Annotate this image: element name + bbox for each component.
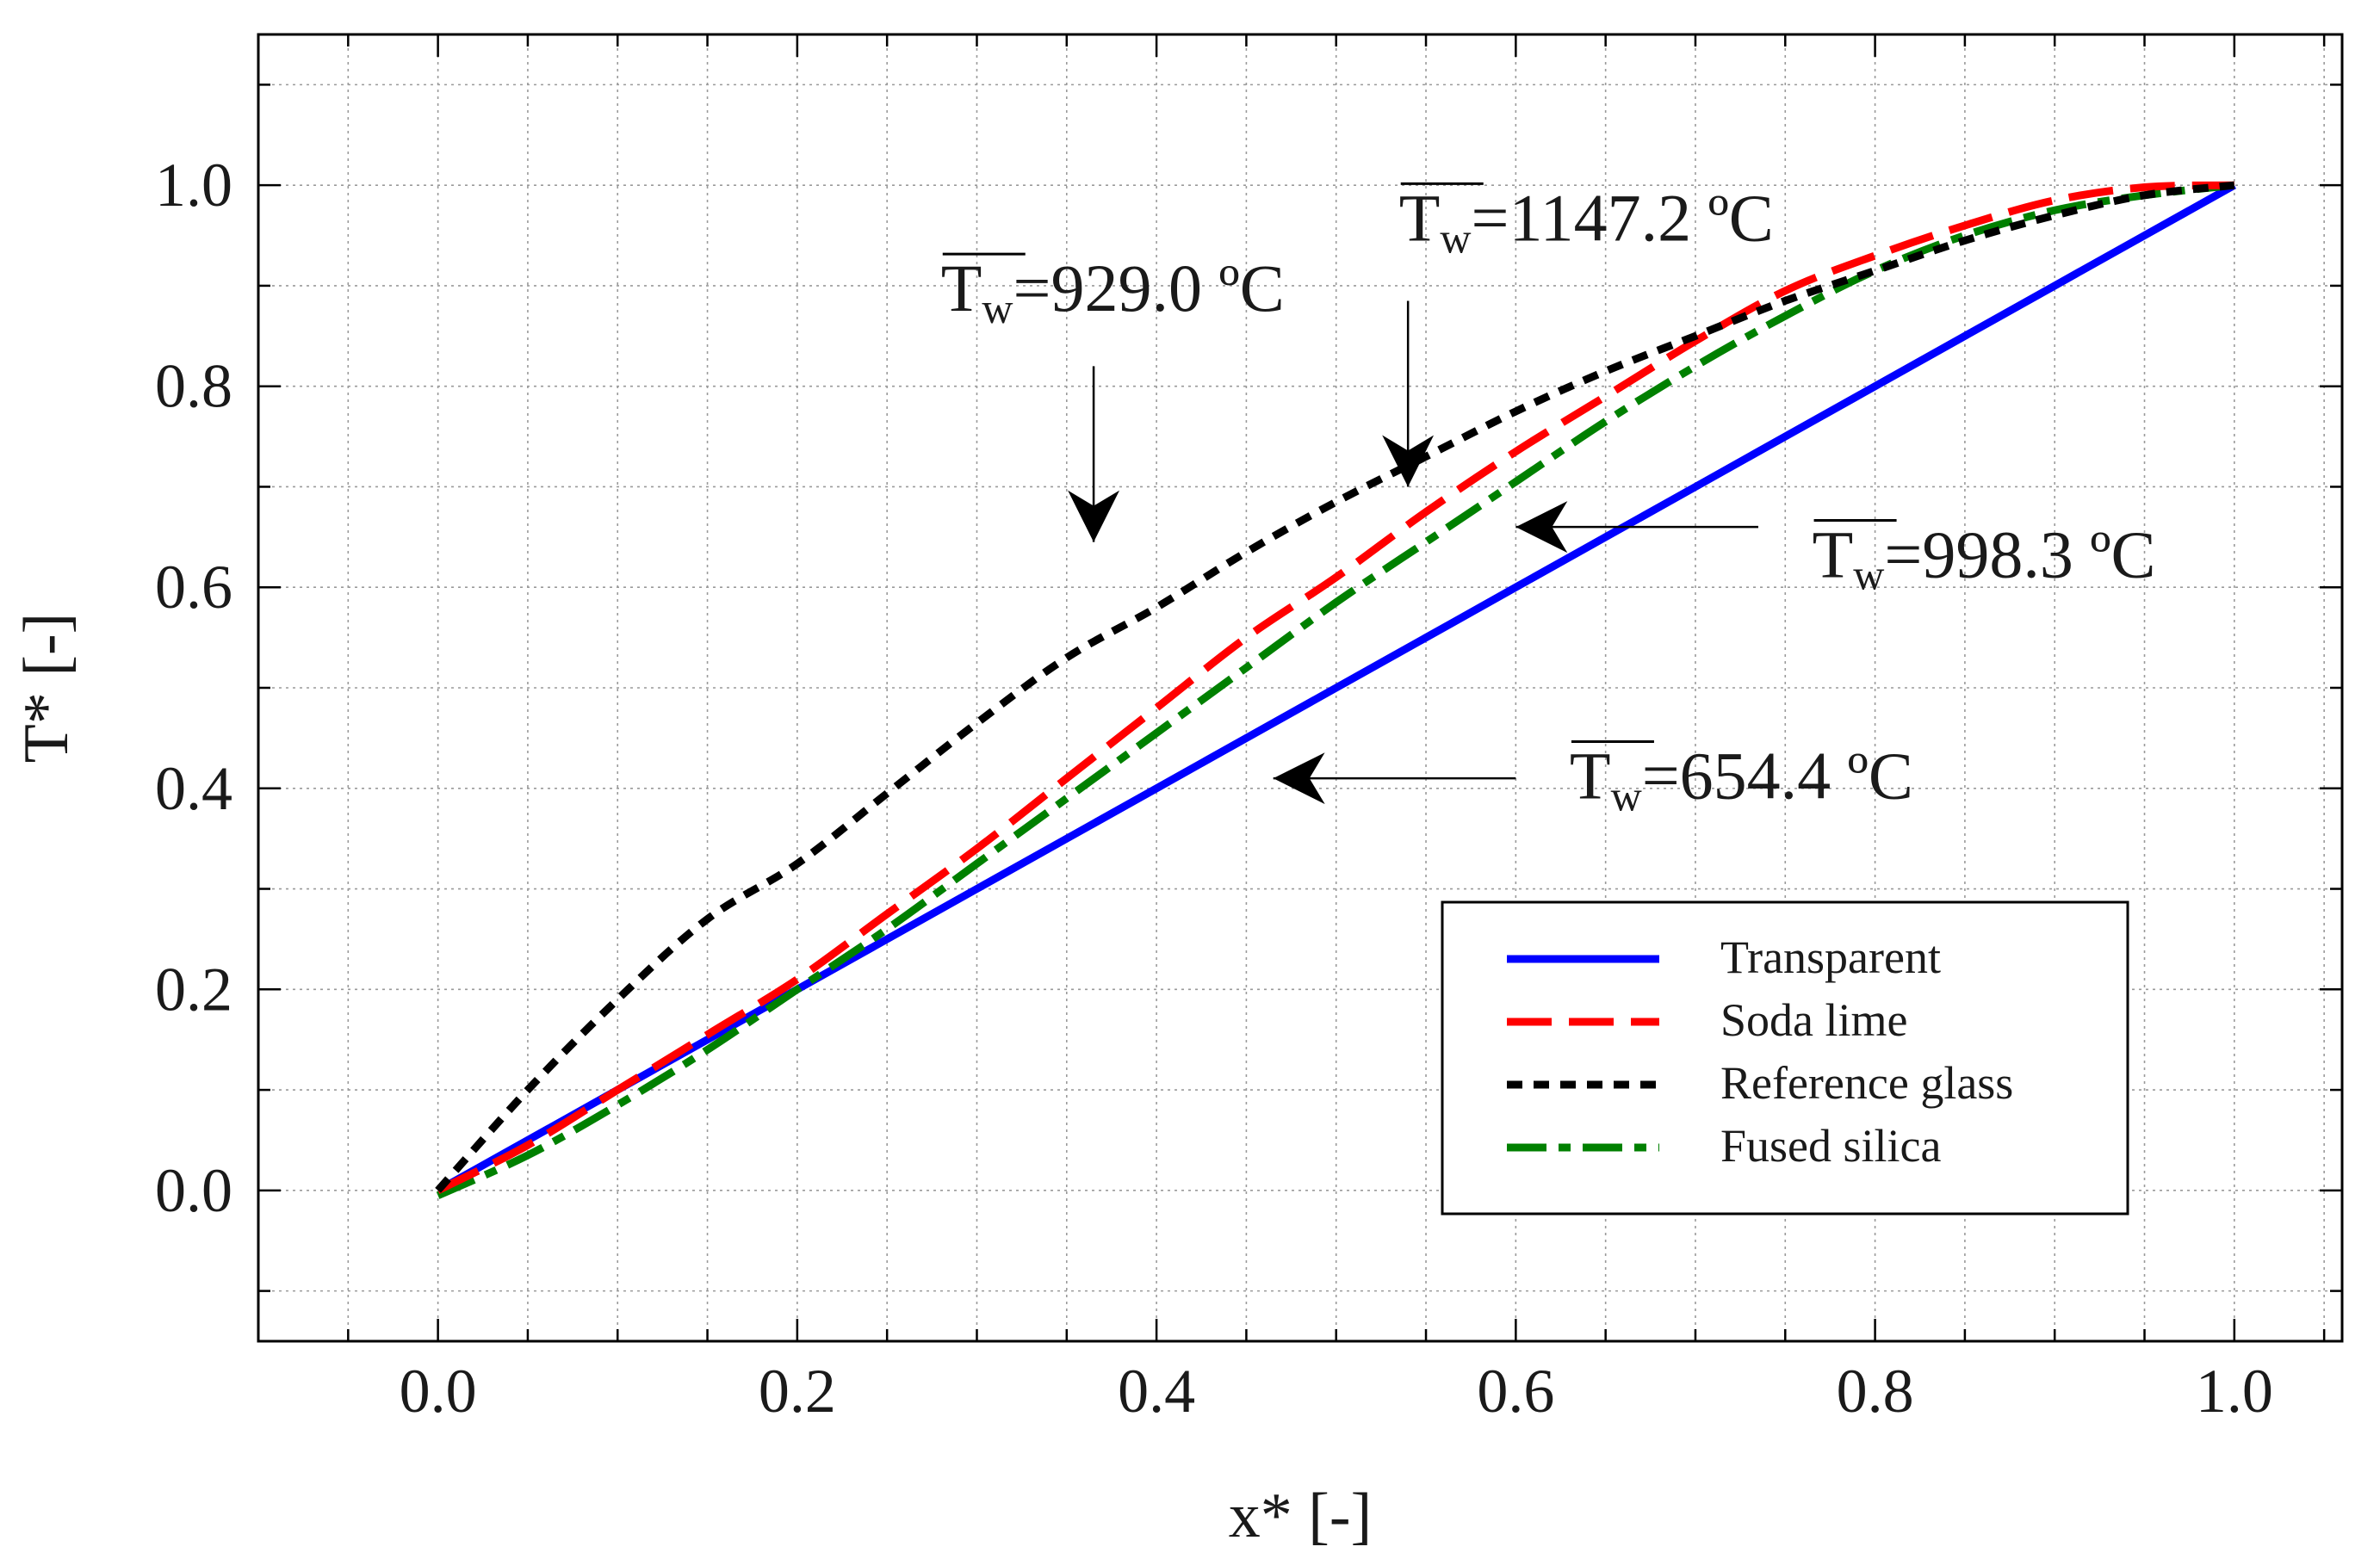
x-tick-label: 1.0 <box>2196 1357 2273 1426</box>
x-tick-label: 0.2 <box>759 1357 836 1426</box>
legend: Transparent Soda lime Reference glass Fused… <box>1441 900 2129 1216</box>
annotation-subscript: w <box>1611 771 1642 820</box>
x-tick-label: 0.6 <box>1477 1357 1554 1426</box>
y-tick-label: 0.8 <box>155 352 232 421</box>
axes: 0.0 0.2 0.4 0.6 0.8 1.0 0.0 0.2 0.4 0.6 0.8 1.0 x* [… <box>11 33 2344 1551</box>
annotation-symbol: T <box>1570 738 1611 813</box>
annotation-subscript: w <box>1853 551 1884 599</box>
series-line-transparent <box>436 182 2236 1194</box>
annotation-label: Tw=929.0 ºC <box>941 251 1285 332</box>
annotation-subscript: w <box>982 284 1013 332</box>
annotation-label: Tw=654.4 ºC <box>1570 738 1913 820</box>
x-axis-title: x* [-] <box>1229 1481 1372 1551</box>
annotation-symbol: T <box>1399 180 1441 255</box>
annotation-subscript: w <box>1440 213 1471 262</box>
annotation-value: =929.0 ºC <box>1013 251 1285 325</box>
annotation-value: =654.4 ºC <box>1642 738 1913 813</box>
annotation-value: =998.3 ºC <box>1884 517 2155 592</box>
y-tick-label: 0.2 <box>155 955 232 1024</box>
y-tick-label: 0.0 <box>155 1156 232 1225</box>
annotation-symbol: T <box>941 251 982 325</box>
annotation-value: =1147.2 ºC <box>1472 180 1774 255</box>
annotation-symbol: T <box>1813 517 1854 592</box>
series-layer <box>435 181 2236 1199</box>
legend-label: Transparent <box>1720 931 1941 983</box>
x-tick-label: 0.0 <box>400 1357 477 1426</box>
y-tick-label: 0.6 <box>155 553 232 622</box>
y-tick-label: 0.4 <box>155 754 232 823</box>
annotation-label: Tw=998.3 ºC <box>1813 517 2156 599</box>
legend-label: Fused silica <box>1720 1120 1942 1172</box>
legend-label: Reference glass <box>1720 1057 2013 1109</box>
x-tick-label: 0.4 <box>1118 1357 1195 1426</box>
y-axis-title: T* [-] <box>11 613 82 764</box>
y-tick-label: 1.0 <box>155 151 232 220</box>
annotation-transparent: Tw=654.4 ºC <box>1273 738 1913 820</box>
legend-box <box>1441 900 2129 1216</box>
legend-label: Soda lime <box>1720 994 1907 1046</box>
series-line-soda-lime <box>436 181 2234 1194</box>
series-line-reference-glass <box>435 181 2235 1193</box>
annotation-label: Tw=1147.2 ºC <box>1399 180 1774 262</box>
annotation-soda-lime: Tw=1147.2 ºC <box>1382 180 1774 487</box>
annotation-ref-glass: Tw=929.0 ºC <box>941 251 1285 542</box>
annotation-fused-silica: Tw=998.3 ºC <box>1515 501 2156 599</box>
x-tick-label: 0.8 <box>1837 1357 1914 1426</box>
